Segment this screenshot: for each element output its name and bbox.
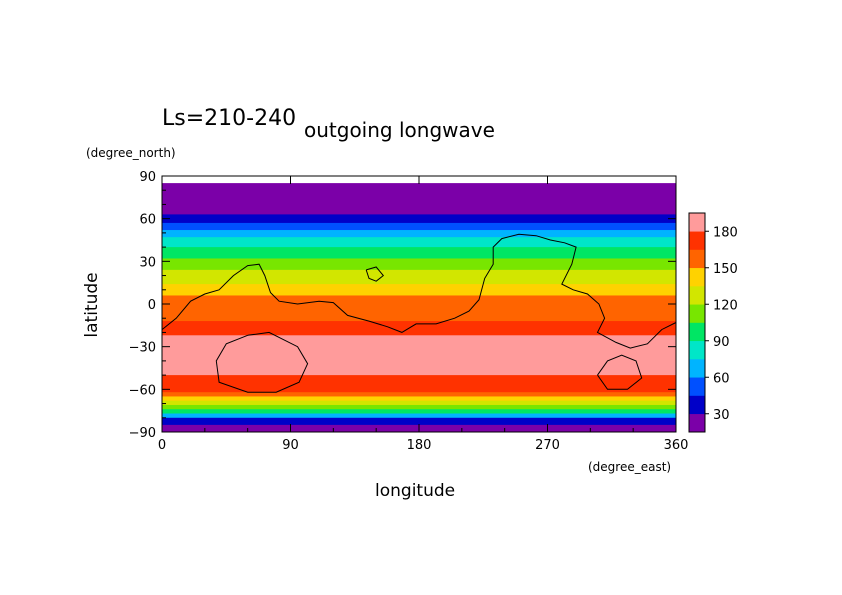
contour-band-19 <box>162 417 676 426</box>
colorbar-swatch-5 <box>689 322 705 342</box>
y-tick-label-5: −60 <box>129 383 156 398</box>
colorbar-label-1: 60 <box>713 371 730 386</box>
contour-fill-layer <box>162 176 676 433</box>
topography-contour-2 <box>365 266 385 282</box>
chart-title: outgoing longwave <box>304 118 495 142</box>
colorbar-swatch-2 <box>689 377 705 396</box>
colorbar-label-3: 120 <box>713 298 738 313</box>
topography-contour-1 <box>215 331 309 393</box>
colorbar: 30 60 90 120 150 180 <box>688 212 738 433</box>
colorbar-swatch-6 <box>689 304 705 323</box>
contour-band-16 <box>162 404 676 410</box>
colorbar-swatch-8 <box>689 267 705 287</box>
contour-band-15 <box>162 400 676 406</box>
y-axis-unit: (degree_north) <box>86 146 176 160</box>
contour-band-17 <box>162 409 676 415</box>
colorbar-swatch-7 <box>689 286 705 305</box>
topography-contour-layer <box>161 233 677 393</box>
contour-band-14 <box>162 396 676 402</box>
colorbar-swatch-10 <box>689 231 705 250</box>
contour-band-5 <box>162 247 676 259</box>
contour-band-11 <box>162 335 676 376</box>
colorbar-swatch-4 <box>689 340 705 360</box>
contour-band-13 <box>162 392 676 397</box>
colorbar-label-4: 150 <box>713 262 738 277</box>
colorbar-frame <box>688 212 706 433</box>
colorbar-swatch-9 <box>689 249 705 269</box>
y-tick-label-1: 60 <box>139 213 156 228</box>
contour-band-10 <box>162 321 676 336</box>
x-tick-label-3: 270 <box>535 438 560 453</box>
contour-band-3 <box>162 230 676 238</box>
x-tick-label-4: 360 <box>664 438 689 453</box>
contour-band-6 <box>162 258 676 271</box>
colorbar-swatch-11 <box>689 213 705 232</box>
contour-band-2 <box>162 222 676 231</box>
contour-band-18 <box>162 413 676 419</box>
x-tick-label-0: 0 <box>158 438 166 453</box>
x-tick-label-1: 90 <box>282 438 299 453</box>
topography-contour-0 <box>161 233 677 349</box>
colorbar-label-2: 90 <box>713 335 730 350</box>
contour-band-12 <box>162 375 676 393</box>
y-axis: 90 60 30 0 −30 −60 −90 <box>129 170 676 441</box>
x-axis-label: longitude <box>375 481 456 501</box>
topography-contour-3 <box>597 354 643 390</box>
y-tick-label-2: 30 <box>139 255 156 270</box>
colorbar-label-0: 30 <box>713 408 730 423</box>
y-tick-label-3: 0 <box>148 298 156 313</box>
colorbar-label-5: 180 <box>713 225 738 240</box>
y-tick-label-4: −30 <box>129 341 156 356</box>
y-tick-label-0: 90 <box>139 170 156 185</box>
contour-band-7 <box>162 269 676 285</box>
x-axis-unit: (degree_east) <box>588 460 672 474</box>
contour-band-1 <box>162 214 676 224</box>
colorbar-swatch-3 <box>689 359 705 378</box>
contour-band-8 <box>162 284 676 296</box>
season-label: Ls=210-240 <box>162 106 297 131</box>
contour-band-0 <box>162 183 676 215</box>
x-tick-label-2: 180 <box>407 438 432 453</box>
contour-band-9 <box>162 295 676 322</box>
x-axis: 0 90 180 270 360 <box>158 176 689 453</box>
colorbar-swatch-1 <box>689 395 705 415</box>
contour-band-4 <box>162 237 676 248</box>
y-tick-label-6: −90 <box>129 426 156 441</box>
colorbar-swatch-0 <box>689 413 705 433</box>
